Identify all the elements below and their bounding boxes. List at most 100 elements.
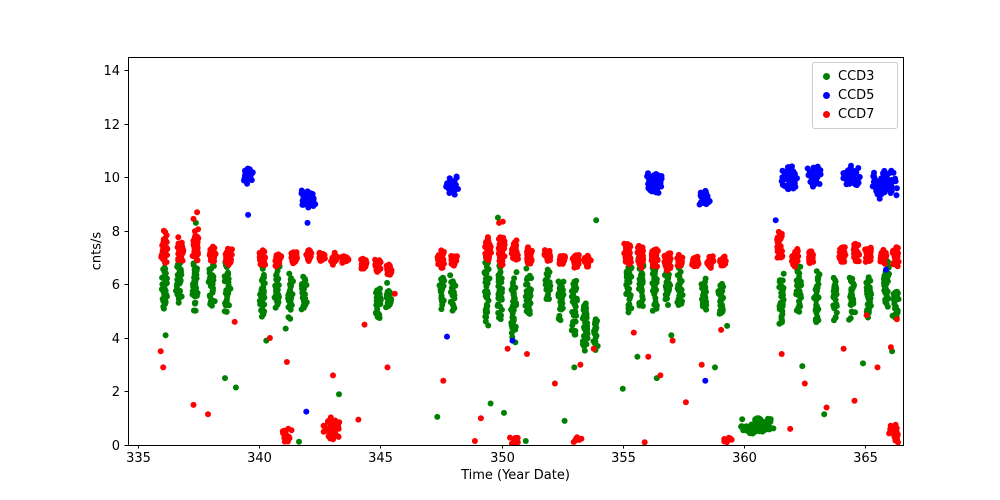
scatter-point <box>856 174 863 180</box>
scatter-point <box>823 404 830 411</box>
scatter-point <box>558 283 565 290</box>
scatter-point <box>499 254 506 261</box>
scatter-point <box>174 271 181 278</box>
scatter-point <box>440 377 447 384</box>
scatter-point <box>361 321 368 328</box>
scatter-point <box>275 251 282 258</box>
scatter-point <box>652 188 659 194</box>
scatter-point <box>865 288 872 295</box>
scatter-point <box>163 232 170 239</box>
scatter-point <box>273 287 280 294</box>
scatter-point <box>223 308 230 315</box>
scatter-point <box>793 175 800 182</box>
scatter-point <box>449 182 456 189</box>
scatter-point <box>222 375 228 382</box>
scatter-point <box>262 261 269 268</box>
scatter-point <box>175 299 182 306</box>
legend-swatch <box>823 111 830 118</box>
scatter-point <box>384 364 391 371</box>
scatter-point <box>572 297 579 304</box>
scatter-point <box>208 281 215 288</box>
legend-item-ccd7: CCD7 <box>813 105 897 124</box>
scatter-point <box>651 175 658 182</box>
scatter-point <box>638 286 645 293</box>
scatter-point <box>866 253 872 260</box>
scatter-point <box>584 330 591 337</box>
y-tick-label: 0 <box>112 439 120 454</box>
scatter-point <box>512 434 519 441</box>
scatter-point <box>450 281 457 288</box>
scatter-point <box>482 313 489 320</box>
scatter-point <box>780 174 787 181</box>
scatter-point <box>665 302 671 308</box>
scatter-point <box>544 257 551 264</box>
scatter-point <box>811 175 818 182</box>
scatter-point <box>785 170 791 177</box>
scatter-point <box>593 318 599 325</box>
scatter-point <box>780 292 786 299</box>
scatter-point <box>212 251 219 257</box>
x-axis-label: Time (Year Date) <box>461 468 570 483</box>
scatter-point <box>889 312 896 319</box>
scatter-point <box>675 281 682 288</box>
scatter-point <box>245 211 252 218</box>
scatter-point <box>838 244 845 251</box>
scatter-point <box>889 429 896 436</box>
scatter-point <box>374 305 381 312</box>
scatter-point <box>259 289 266 296</box>
scatter-point <box>374 287 381 294</box>
legend-swatch <box>823 73 830 80</box>
scatter-point <box>777 253 784 260</box>
x-tick-label: 355 <box>611 451 636 466</box>
scatter-point <box>889 249 896 256</box>
scatter-point <box>192 300 198 307</box>
scatter-point <box>776 233 783 239</box>
scatter-point <box>679 292 686 298</box>
scatter-point <box>623 270 630 277</box>
scatter-point <box>666 263 673 270</box>
scatter-point <box>702 275 709 282</box>
scatter-point <box>740 427 747 434</box>
scatter-point <box>876 195 883 202</box>
scatter-point <box>471 438 478 444</box>
scatter-point <box>162 332 169 339</box>
scatter-point <box>259 306 266 313</box>
scatter-point <box>675 256 682 263</box>
scatter-point <box>892 289 899 296</box>
scatter-point <box>626 249 633 256</box>
scatter-point <box>494 214 501 221</box>
scatter-point <box>161 296 167 303</box>
scatter-point <box>211 257 217 264</box>
scatter-point <box>507 434 513 441</box>
series-CCD5 <box>241 162 900 415</box>
scatter-point <box>440 251 447 257</box>
scatter-point <box>484 234 491 241</box>
scatter-point <box>272 304 279 311</box>
scatter-point <box>385 293 391 300</box>
y-tick-label: 2 <box>112 385 120 400</box>
scatter-point <box>189 291 196 298</box>
scatter-point <box>781 183 788 190</box>
scatter-point <box>796 301 803 308</box>
scatter-point <box>509 305 516 312</box>
scatter-point <box>866 301 873 308</box>
scatter-point <box>623 245 629 252</box>
scatter-point <box>385 264 392 271</box>
scatter-point <box>558 290 565 297</box>
scatter-point <box>434 413 441 420</box>
scatter-point <box>287 301 293 308</box>
scatter-point <box>674 299 681 306</box>
scatter-point <box>855 179 862 186</box>
scatter-point <box>260 311 267 318</box>
scatter-point <box>161 264 168 271</box>
scatter-point <box>301 189 308 196</box>
y-tick-label: 14 <box>103 64 120 79</box>
scatter-point <box>636 300 643 306</box>
scatter-point <box>544 293 551 300</box>
scatter-point <box>879 258 886 265</box>
scatter-point <box>847 301 854 308</box>
scatter-point <box>797 278 804 285</box>
scatter-point <box>590 345 597 352</box>
scatter-point <box>657 372 664 379</box>
scatter-point <box>893 425 900 432</box>
